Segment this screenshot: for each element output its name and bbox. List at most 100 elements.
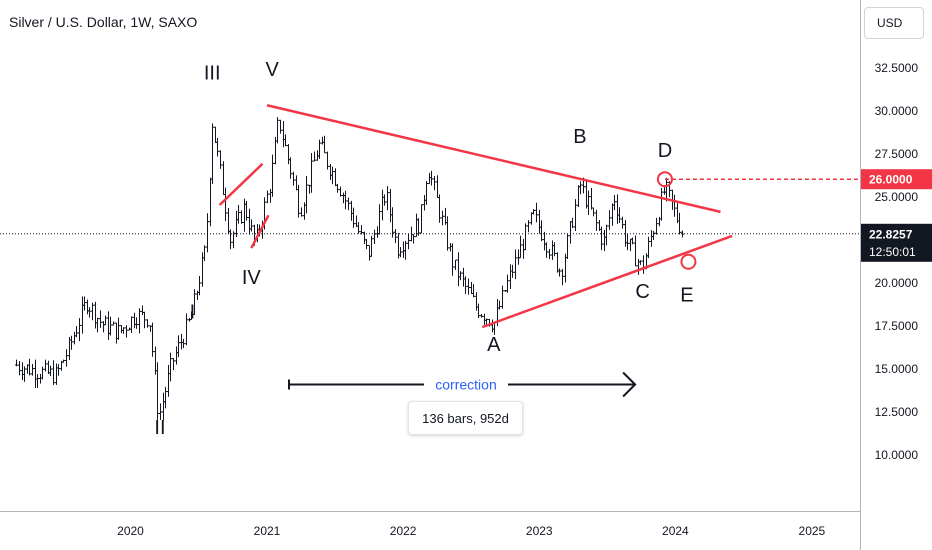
- price-bar: [639, 260, 642, 265]
- price-bar: [65, 349, 68, 367]
- price-bar: [631, 237, 634, 245]
- price-bar: [318, 139, 321, 159]
- price-bar: [47, 360, 50, 375]
- price-bar: [514, 249, 517, 280]
- price-bar: [295, 175, 298, 191]
- y-tick-label: 27.5000: [875, 147, 919, 161]
- price-bar: [49, 365, 52, 377]
- price-bar: [585, 179, 588, 209]
- lower-trendline: [481, 234, 733, 329]
- price-bar: [532, 209, 535, 215]
- x-tick-label: 2025: [799, 524, 826, 538]
- x-tick-label: 2022: [390, 524, 417, 538]
- price-bar: [660, 187, 663, 221]
- y-tick-label: 17.5000: [875, 319, 919, 333]
- price-bar: [115, 322, 118, 344]
- price-bar: [428, 172, 431, 184]
- price-bar: [524, 223, 527, 251]
- x-tick-label: 2024: [662, 524, 689, 538]
- price-bar: [611, 203, 614, 226]
- price-bar: [222, 161, 225, 196]
- price-bar: [336, 183, 339, 193]
- currency-button[interactable]: USD: [864, 7, 924, 39]
- price-bar: [370, 235, 373, 257]
- price-bar: [44, 359, 47, 372]
- price-bar: [402, 241, 405, 258]
- price-bar: [511, 264, 514, 278]
- price-bar: [475, 292, 478, 311]
- price-bar: [647, 236, 650, 259]
- price-bar: [219, 150, 222, 169]
- price-bar: [146, 319, 149, 328]
- price-bar: [316, 150, 319, 161]
- y-tick-label: 20.0000: [875, 276, 919, 290]
- price-bar: [159, 403, 162, 420]
- price-bar: [23, 366, 26, 382]
- price-bar: [237, 204, 240, 224]
- price-bar: [574, 199, 577, 231]
- price-bar: [180, 334, 183, 350]
- price-bar: [193, 289, 196, 315]
- price-bar: [556, 252, 559, 273]
- price-bar: [592, 207, 595, 217]
- price-bar: [535, 202, 538, 223]
- price-bar: [376, 226, 379, 238]
- price-bar: [650, 230, 653, 247]
- price-bar: [156, 362, 159, 420]
- price-bar: [36, 374, 39, 389]
- price-bar: [436, 175, 439, 199]
- price-bar: [587, 190, 590, 216]
- price-bar: [99, 310, 102, 328]
- price-bar: [107, 311, 110, 340]
- price-bar: [459, 271, 462, 281]
- price-bar: [415, 213, 418, 238]
- level-price-label: 26.0000: [861, 169, 932, 190]
- price-bar: [214, 126, 217, 143]
- channel-line-lower: [250, 214, 270, 249]
- price-bar: [527, 220, 530, 233]
- price-bar: [78, 318, 81, 342]
- price-bar: [569, 221, 572, 244]
- price-bar: [62, 359, 65, 363]
- price-bar: [81, 296, 84, 334]
- price-bar: [83, 296, 86, 311]
- price-bar: [449, 243, 452, 252]
- price-bar: [130, 316, 133, 334]
- price-bar: [634, 235, 637, 267]
- price-bar: [198, 276, 201, 296]
- price-bar: [112, 321, 115, 326]
- price-bar: [138, 308, 141, 334]
- price-bar: [175, 346, 178, 365]
- price-bar: [467, 278, 470, 295]
- price-bar: [540, 220, 543, 242]
- price-bar: [430, 170, 433, 186]
- price-bar: [73, 331, 76, 345]
- price-bar: [26, 364, 29, 374]
- price-bar: [243, 198, 246, 232]
- price-bar: [18, 360, 21, 376]
- price-bar: [678, 212, 681, 235]
- y-tick-label: 30.0000: [875, 104, 919, 118]
- price-bar: [621, 216, 624, 229]
- price-bar: [300, 207, 303, 217]
- price-axis[interactable]: 32.5000 30.0000 27.5000 25.0000 20.0000 17.50…: [861, 61, 932, 462]
- price-bar: [441, 210, 444, 226]
- price-bar: [381, 189, 384, 221]
- price-bar: [216, 138, 219, 157]
- price-bar: [266, 190, 269, 204]
- price-bar: [350, 200, 353, 221]
- price-bar: [248, 208, 251, 235]
- y-tick-label: 32.5000: [875, 61, 919, 75]
- price-bar: [245, 200, 248, 221]
- price-bar: [618, 207, 621, 224]
- time-axis[interactable]: 2020 2021 2022 2023 2024 2025: [117, 524, 825, 538]
- price-bar: [391, 207, 394, 238]
- price-bar: [305, 176, 308, 214]
- price-bar: [425, 181, 428, 205]
- arrow-head: [622, 371, 637, 398]
- price-bar: [477, 303, 480, 319]
- price-bar: [551, 240, 554, 260]
- price-bar: [558, 268, 561, 277]
- price-bar: [52, 360, 55, 385]
